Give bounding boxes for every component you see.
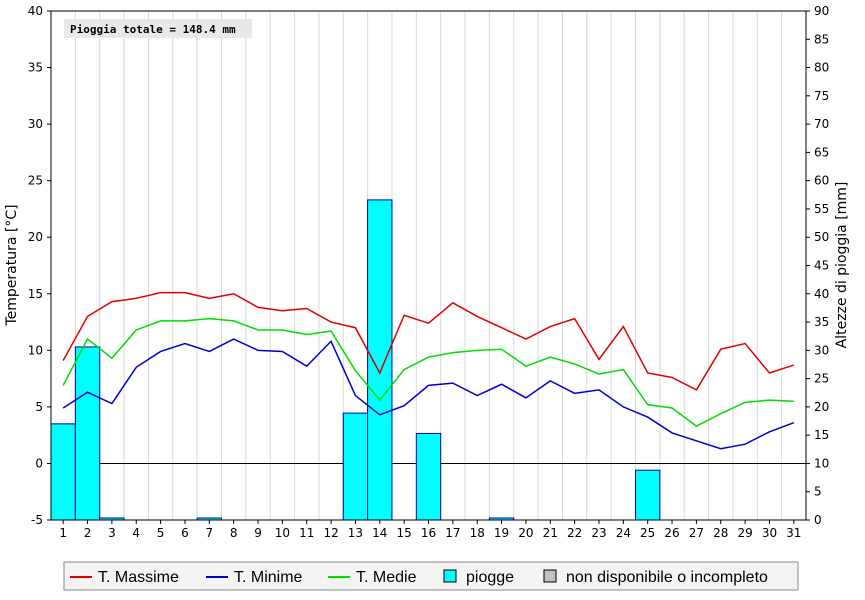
right-tick-label: 45 [814, 259, 829, 273]
series-line-t-minime [62, 338, 795, 450]
right-tick-label: 0 [814, 513, 822, 527]
x-tick-label: 16 [421, 526, 436, 540]
total-rain-background [64, 19, 252, 38]
rain-bar [415, 432, 442, 521]
legend-label-unavailable: non disponibile o incompleto [566, 569, 768, 586]
right-tick-label: 10 [814, 456, 829, 470]
legend-label-avg: T. Medie [356, 569, 417, 586]
right-tick-label: 80 [814, 61, 829, 75]
left-tick-label: 35 [28, 61, 43, 75]
x-tick-label: 8 [230, 526, 238, 540]
x-tick-label: 26 [664, 526, 679, 540]
x-tick-label: 4 [132, 526, 140, 540]
x-tick-label: 23 [591, 526, 606, 540]
right-tick-label: 55 [814, 202, 829, 216]
temperature-lines [62, 291, 795, 450]
series-line-t-medie [62, 317, 794, 427]
right-tick-label: 5 [814, 485, 822, 499]
right-tick-label: 60 [814, 174, 829, 188]
right-tick-label: 35 [814, 315, 829, 329]
x-tick-label: 3 [108, 526, 116, 540]
x-tick-label: 2 [84, 526, 92, 540]
x-tick-label: 20 [518, 526, 533, 540]
rain-bar [367, 199, 393, 521]
right-tick-label: 70 [814, 117, 829, 131]
x-tick-label: 22 [567, 526, 582, 540]
right-tick-label: 65 [814, 145, 829, 159]
series-line-t-massime [62, 291, 795, 391]
x-tick-label: 14 [372, 526, 387, 540]
legend: T. Massime T. Minime T. Medie piogge non… [63, 561, 799, 591]
x-tick-label: 24 [616, 526, 631, 540]
left-tick-label: 30 [28, 117, 43, 131]
legend-box [63, 561, 799, 591]
x-tick-label: 12 [323, 526, 338, 540]
right-tick-label: 20 [814, 400, 829, 414]
rain-bars [50, 199, 661, 521]
x-tick-label: 25 [640, 526, 655, 540]
total-rain-label: Pioggia totale = 148.4 mm [70, 23, 236, 36]
legend-label-rain: piogge [466, 569, 514, 586]
left-tick-label: 5 [35, 400, 43, 414]
x-tick-label: 30 [762, 526, 777, 540]
rain-bar [74, 346, 101, 521]
x-tick-label: 7 [205, 526, 213, 540]
legend-label-max: T. Massime [98, 569, 179, 586]
y-axis-right-label: Altezze di pioggia [mm] [834, 182, 850, 349]
right-tick-label: 30 [814, 343, 829, 357]
x-tick-label: 1 [59, 526, 67, 540]
grid [74, 11, 783, 520]
right-tick-label: 15 [814, 428, 829, 442]
left-tick-label: 40 [28, 4, 43, 18]
legend-swatch-unavailable [543, 569, 557, 583]
left-tick-label: 10 [28, 343, 43, 357]
left-tick-label: 15 [28, 287, 43, 301]
x-tick-label: 21 [543, 526, 558, 540]
x-tick-label: 31 [786, 526, 801, 540]
left-tick-label: 20 [28, 230, 43, 244]
right-tick-label: 40 [814, 287, 829, 301]
x-tick-label: 6 [181, 526, 189, 540]
x-tick-label: 15 [397, 526, 412, 540]
right-tick-label: 90 [814, 4, 829, 18]
x-tick-label: 17 [445, 526, 460, 540]
x-tick-label: 11 [299, 526, 314, 540]
left-tick-label: 0 [35, 456, 43, 470]
rain-bar [50, 423, 76, 521]
left-tick-label: -5 [31, 513, 43, 527]
x-tick-label: 9 [254, 526, 262, 540]
rain-bar [342, 412, 369, 521]
x-tick-label: 29 [737, 526, 752, 540]
y-axis-left-label: Temperatura [°C] [4, 204, 20, 326]
x-tick-label: 13 [348, 526, 363, 540]
x-tick-label: 18 [470, 526, 485, 540]
legend-label-min: T. Minime [234, 569, 303, 586]
x-tick-label: 19 [494, 526, 509, 540]
left-tick-label: 25 [28, 174, 43, 188]
legend-swatch-rain [443, 569, 457, 583]
x-tick-label: 10 [275, 526, 290, 540]
right-tick-label: 25 [814, 372, 829, 386]
x-tick-label: 27 [689, 526, 704, 540]
right-tick-label: 75 [814, 89, 829, 103]
right-axis-ticks: 0 5 10 15 20 25 30 35 40 45 50 55 60 65 70 75 80 85 90 [806, 4, 829, 527]
x-axis-ticks: 1 2 3 4 5 6 7 8 9 10 11 12 13 14 15 16 17 18 19 20 21 22 23 24 2… [59, 520, 801, 540]
left-axis-ticks: -5 0 5 10 15 20 25 30 35 40 [28, 4, 51, 527]
right-tick-label: 85 [814, 32, 829, 46]
total-rain-box: Pioggia totale = 148.4 mm [64, 19, 252, 38]
x-tick-label: 28 [713, 526, 728, 540]
x-tick-label: 5 [157, 526, 165, 540]
right-tick-label: 50 [814, 230, 829, 244]
rain-bar [635, 469, 661, 521]
